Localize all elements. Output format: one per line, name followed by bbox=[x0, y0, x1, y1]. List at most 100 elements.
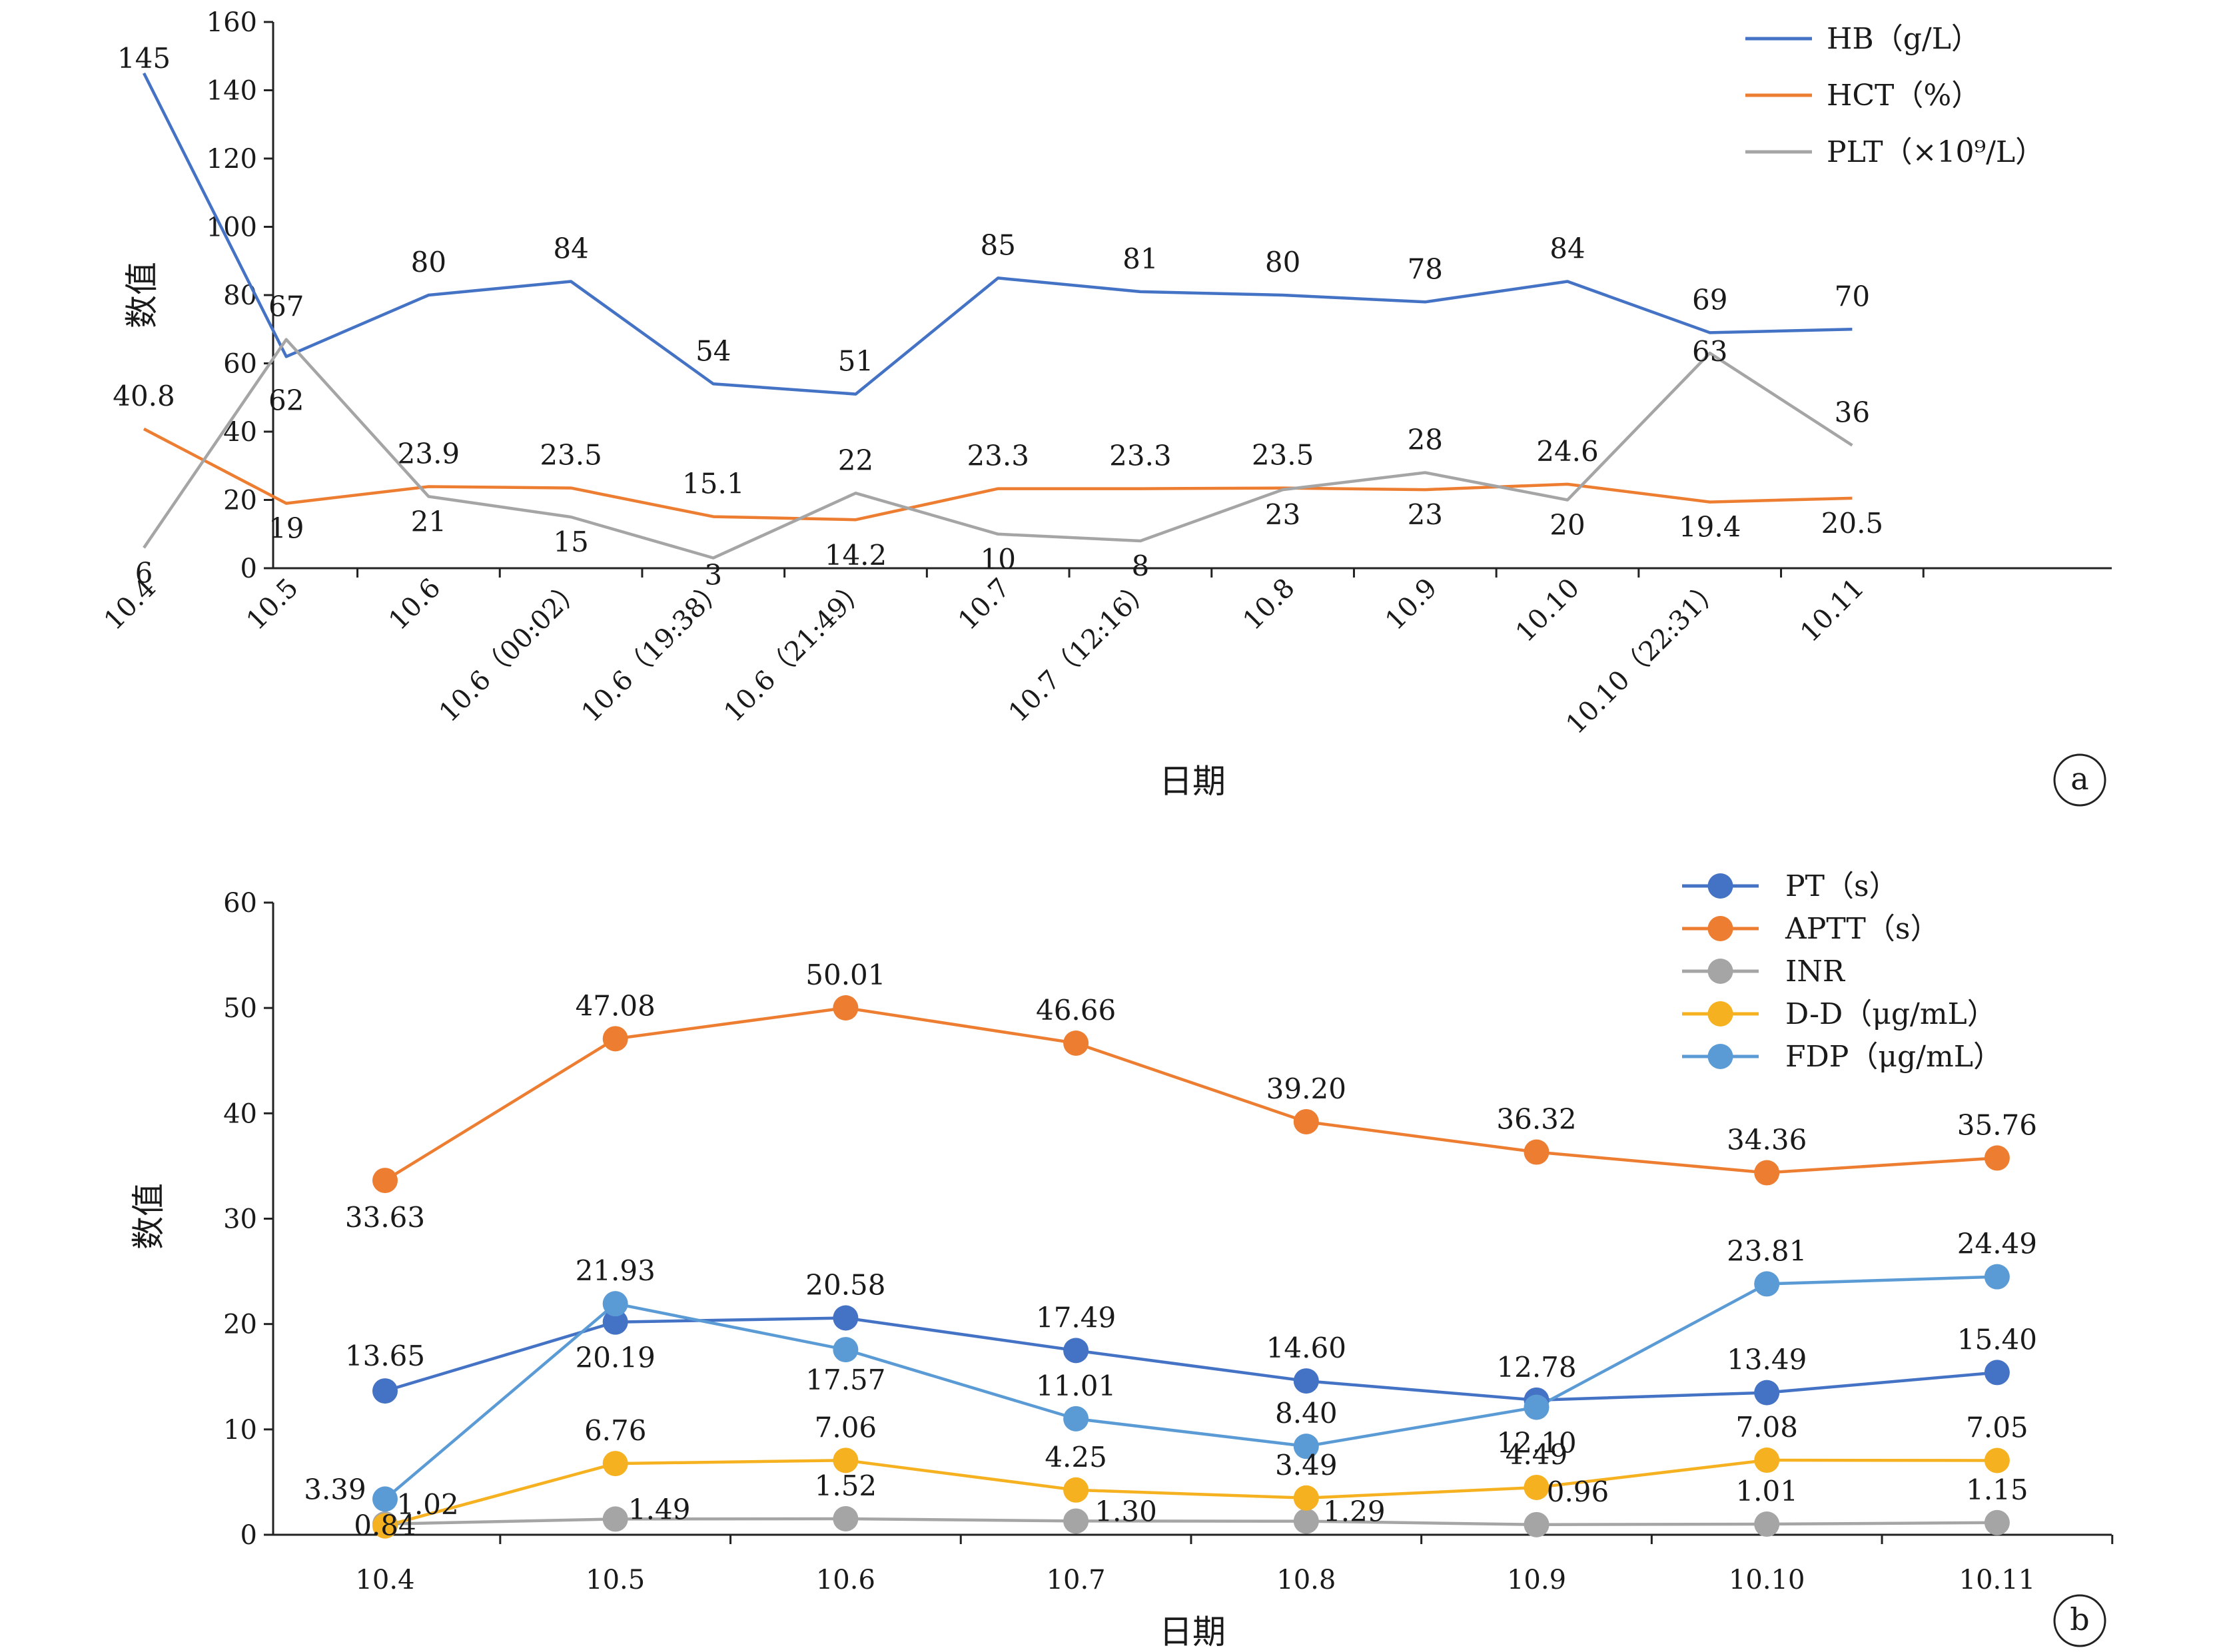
y-tick-label: 20 bbox=[223, 1310, 257, 1340]
series-line-2 bbox=[143, 427, 1853, 522]
data-label: 1.30 bbox=[1095, 1495, 1157, 1527]
x-tick-label: 10.8 bbox=[1276, 1565, 1336, 1595]
data-label: 15.1 bbox=[682, 468, 745, 500]
data-point bbox=[372, 1513, 398, 1539]
y-tick-label: 60 bbox=[223, 888, 257, 919]
data-label: 23.5 bbox=[1252, 439, 1314, 472]
data-point bbox=[1524, 1139, 1550, 1165]
data-label: 46.66 bbox=[1036, 994, 1116, 1027]
series-line-3 bbox=[143, 338, 1853, 560]
y-tick-label: 80 bbox=[223, 280, 257, 311]
data-label: 6 bbox=[135, 556, 153, 589]
data-label: 1.02 bbox=[396, 1488, 459, 1521]
data-point bbox=[833, 995, 859, 1021]
data-label: 3.49 bbox=[1275, 1449, 1338, 1481]
data-point bbox=[1754, 1271, 1780, 1297]
x-tick-label: 10.9 bbox=[1507, 1565, 1566, 1595]
data-label: 23.3 bbox=[967, 440, 1029, 472]
data-label: 23.9 bbox=[398, 438, 460, 470]
data-point bbox=[1063, 1508, 1089, 1534]
x-axis-title: 日期 bbox=[1159, 1613, 1226, 1651]
data-point bbox=[1524, 1474, 1550, 1500]
data-label: 145 bbox=[117, 42, 171, 75]
data-label: 8.40 bbox=[1275, 1397, 1338, 1430]
data-label: 17.49 bbox=[1036, 1301, 1116, 1334]
data-label: 50.01 bbox=[805, 959, 885, 991]
data-point bbox=[1063, 1477, 1089, 1503]
legend-marker bbox=[1707, 916, 1733, 941]
data-label: 34.36 bbox=[1727, 1124, 1807, 1156]
data-label: 80 bbox=[411, 246, 446, 278]
data-label: 23 bbox=[1408, 498, 1443, 531]
data-point bbox=[833, 1305, 859, 1331]
data-label: 21 bbox=[411, 505, 446, 538]
data-label: 6.76 bbox=[584, 1414, 647, 1447]
data-label: 23.81 bbox=[1727, 1234, 1807, 1267]
data-point bbox=[1984, 1447, 2010, 1473]
data-point bbox=[1293, 1434, 1319, 1459]
x-axis-title: 日期 bbox=[1159, 762, 1226, 801]
x-tick-label: 10.7 bbox=[953, 573, 1017, 637]
data-label: 23 bbox=[1265, 498, 1300, 531]
data-label: 4.49 bbox=[1506, 1438, 1568, 1471]
data-label: 80 bbox=[1265, 246, 1300, 278]
data-point bbox=[1293, 1108, 1319, 1134]
data-label: 70 bbox=[1835, 280, 1870, 312]
y-tick-label: 50 bbox=[223, 993, 257, 1024]
x-tick-label: 10.11 bbox=[1959, 1565, 2036, 1595]
chart-b: 0 10 20 30 40 50 60 10.4 10.5 10.6 10.7 10.8 10.9 10.… bbox=[129, 869, 2114, 1651]
data-point bbox=[1063, 1406, 1089, 1432]
data-point bbox=[833, 1505, 859, 1531]
data-point bbox=[1063, 1030, 1089, 1056]
data-label: 7.05 bbox=[1966, 1411, 2028, 1444]
data-label: 7.06 bbox=[815, 1411, 877, 1444]
data-point bbox=[1984, 1509, 2010, 1535]
x-tick-label: 10.4 bbox=[355, 1565, 414, 1595]
y-tick-label: 140 bbox=[207, 76, 257, 107]
legend-label: HCT（%） bbox=[1827, 79, 1981, 113]
data-point bbox=[1984, 1360, 2010, 1386]
data-label: 35.76 bbox=[1957, 1108, 2037, 1141]
data-label: 24.49 bbox=[1957, 1228, 2037, 1260]
data-label: 4.25 bbox=[1045, 1441, 1107, 1473]
data-point bbox=[1293, 1368, 1319, 1394]
data-label: 13.49 bbox=[1727, 1344, 1807, 1376]
data-label: 1.52 bbox=[815, 1469, 877, 1502]
data-label: 1.15 bbox=[1966, 1473, 2028, 1506]
data-label: 63 bbox=[1692, 335, 1727, 368]
panel-tag-label: b bbox=[2070, 1601, 2089, 1637]
panel-tag-label: a bbox=[2070, 761, 2088, 797]
data-label: 20.19 bbox=[576, 1342, 656, 1374]
data-label: 84 bbox=[553, 232, 588, 265]
x-tick-label: 10.7 bbox=[1047, 1565, 1106, 1595]
data-label: 22 bbox=[838, 444, 873, 476]
data-label: 51 bbox=[838, 345, 873, 378]
data-label: 24.6 bbox=[1536, 435, 1599, 468]
x-tick-label: 10.6 bbox=[816, 1565, 875, 1595]
data-label: 0.84 bbox=[354, 1509, 416, 1542]
legend-marker bbox=[1707, 1001, 1733, 1027]
data-label: 23.3 bbox=[1109, 440, 1172, 472]
panel-tag-circle bbox=[2053, 753, 2106, 807]
y-tick-label: 30 bbox=[223, 1204, 257, 1235]
data-label: 1.49 bbox=[628, 1493, 691, 1525]
data-point bbox=[372, 1168, 398, 1194]
data-label: 1.29 bbox=[1323, 1495, 1386, 1528]
x-tick-label: 10.10 bbox=[1729, 1565, 1805, 1595]
data-point bbox=[602, 1451, 628, 1477]
data-label: 8 bbox=[1132, 550, 1150, 582]
legend-marker bbox=[1707, 1044, 1733, 1069]
data-label: 17.57 bbox=[805, 1364, 885, 1396]
data-point bbox=[1754, 1447, 1780, 1473]
legend-marker bbox=[1707, 959, 1733, 984]
data-label: 19 bbox=[268, 512, 304, 545]
x-tick-label: 10.10（22:31） bbox=[1560, 573, 1728, 741]
data-label: 81 bbox=[1122, 242, 1158, 275]
data-label: 69 bbox=[1692, 283, 1727, 316]
data-label: 15 bbox=[553, 526, 588, 558]
legend-label: HB（g/L） bbox=[1827, 22, 1981, 56]
legend-label: PLT（×10⁹/L） bbox=[1827, 135, 2044, 169]
y-tick-label: 10 bbox=[223, 1415, 257, 1446]
